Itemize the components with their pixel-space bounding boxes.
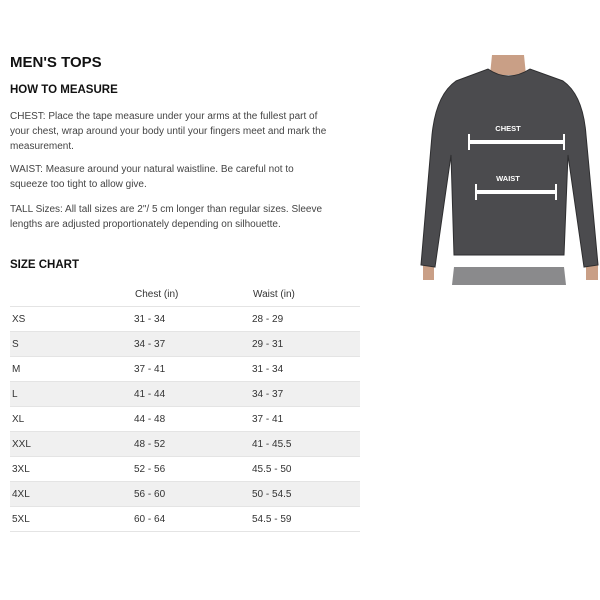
size-cell: L [10,381,134,407]
size-cell: M [10,356,134,382]
how-to-measure-heading: HOW TO MEASURE [10,84,118,96]
table-row: 4XL 56 - 60 50 - 54.5 [10,481,360,507]
chest-cell: 41 - 44 [134,381,252,407]
waist-cell: 41 - 45.5 [252,431,360,457]
waist-cell: 31 - 34 [252,356,360,382]
size-cell: XS [10,306,134,332]
size-chart-table: Chest (in) Waist (in) XS 31 - 34 28 - 29 S 3… [10,282,360,532]
waist-cell: 45.5 - 50 [252,456,360,482]
chest-cell: 60 - 64 [134,506,252,532]
column-header-waist: Waist (in) [252,282,360,307]
waist-label: WAIST [496,174,520,183]
size-cell: XL [10,406,134,432]
tall-instructions: TALL Sizes: All tall sizes are 2"/ 5 cm … [10,204,323,230]
size-chart-heading: SIZE CHART [10,259,79,271]
column-header [10,282,134,307]
waist-cell: 54.5 - 59 [252,506,360,532]
waist-cell: 28 - 29 [252,306,360,332]
waist-instructions: WAIST: Measure around your natural waist… [10,164,294,190]
table-row: XS 31 - 34 28 - 29 [10,306,360,332]
column-header-chest: Chest (in) [134,282,252,307]
waist-cell: 29 - 31 [252,331,360,357]
size-cell: 3XL [10,456,134,482]
shirt-shape [420,68,599,268]
chest-cell: 52 - 56 [134,456,252,482]
table-row: 3XL 52 - 56 45.5 - 50 [10,456,360,482]
waist-cell: 50 - 54.5 [252,481,360,507]
chest-cell: 56 - 60 [134,481,252,507]
size-cell: 4XL [10,481,134,507]
table-row: XL 44 - 48 37 - 41 [10,406,360,432]
chest-cell: 31 - 34 [134,306,252,332]
chest-cell: 37 - 41 [134,356,252,382]
chest-label: CHEST [495,124,521,133]
table-row: S 34 - 37 29 - 31 [10,331,360,357]
waist-cell: 34 - 37 [252,381,360,407]
size-cell: S [10,331,134,357]
waist-cell: 37 - 41 [252,406,360,432]
chest-cell: 34 - 37 [134,331,252,357]
size-cell: XXL [10,431,134,457]
table-row: L 41 - 44 34 - 37 [10,381,360,407]
chest-instructions: CHEST: Place the tape measure under your… [10,111,327,152]
table-row: 5XL 60 - 64 54.5 - 59 [10,506,360,532]
size-cell: 5XL [10,506,134,532]
page-title: MEN'S TOPS [10,54,102,71]
chest-cell: 48 - 52 [134,431,252,457]
table-row: XXL 48 - 52 41 - 45.5 [10,431,360,457]
chest-cell: 44 - 48 [134,406,252,432]
measurement-figure: CHEST WAIST [418,55,600,285]
table-row: M 37 - 41 31 - 34 [10,356,360,382]
